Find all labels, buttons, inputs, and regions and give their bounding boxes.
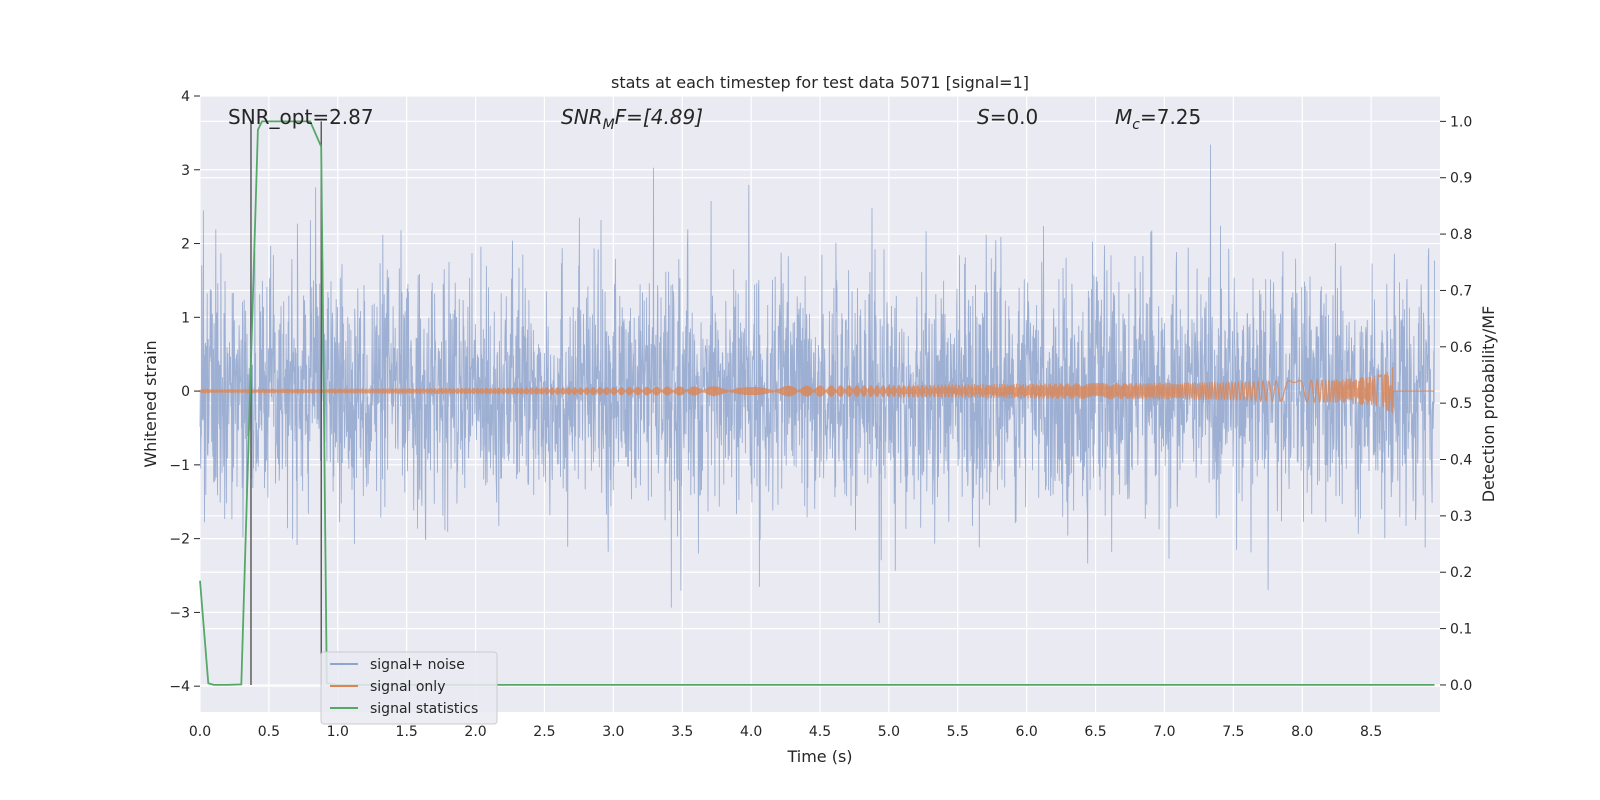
y-tick-label: 3 bbox=[181, 163, 190, 179]
y2-tick-label: 0.2 bbox=[1450, 565, 1472, 581]
y-tick-label: −4 bbox=[169, 679, 190, 695]
y2-tick-label: 0.5 bbox=[1450, 396, 1472, 412]
snr-mf-annotation: SNRMF=[4.89] bbox=[561, 105, 703, 133]
signal-plus-noise-line bbox=[199, 144, 1435, 624]
x-tick-label: 6.5 bbox=[1084, 724, 1106, 740]
y2-tick-label: 0.8 bbox=[1450, 227, 1472, 243]
x-axis-label: Time (s) bbox=[786, 747, 852, 766]
y2-tick-label: 0.9 bbox=[1450, 171, 1472, 187]
s-annotation: S=0.0 bbox=[977, 105, 1038, 129]
signal-plus-noise-series bbox=[199, 144, 1435, 624]
x-tick-label: 1.5 bbox=[396, 724, 418, 740]
snr-opt-annotation: SNR_opt=2.87 bbox=[228, 105, 374, 129]
x-tick-label: 2.5 bbox=[533, 724, 555, 740]
x-tick-label: 2.0 bbox=[464, 724, 486, 740]
y-tick-label: 2 bbox=[181, 237, 190, 253]
y2-tick-label: 0.1 bbox=[1450, 622, 1472, 638]
y-tick-label: 1 bbox=[181, 310, 190, 326]
right-axis-label: Detection probability/MF bbox=[1479, 306, 1498, 503]
y-axis-label: Whitened strain bbox=[141, 340, 160, 467]
legend: signal+ noise signal only signal statist… bbox=[320, 651, 498, 725]
y2-tick-label: 0.7 bbox=[1450, 283, 1472, 299]
legend-label-signal: signal only bbox=[370, 679, 445, 695]
y-tick-label: 4 bbox=[181, 89, 190, 105]
legend-label-statistics: signal statistics bbox=[370, 701, 478, 717]
y2-tick-label: 1.0 bbox=[1450, 114, 1472, 130]
x-tick-label: 6.0 bbox=[1016, 724, 1038, 740]
signal-statistics-series bbox=[199, 120, 1435, 686]
y2-tick-label: 0.3 bbox=[1450, 509, 1472, 525]
x-tick-label: 8.0 bbox=[1291, 724, 1313, 740]
y-tick-label: −1 bbox=[169, 458, 190, 474]
x-tick-label: 0.5 bbox=[258, 724, 280, 740]
y-tick-label: 0 bbox=[181, 384, 190, 400]
signal-only-series bbox=[199, 367, 1435, 415]
x-tick-label: 1.0 bbox=[327, 724, 349, 740]
mc-annotation: Mc=7.25 bbox=[1115, 105, 1201, 133]
legend-box bbox=[320, 651, 498, 725]
legend-label-noise: signal+ noise bbox=[370, 657, 465, 673]
x-tick-label: 5.0 bbox=[878, 724, 900, 740]
y2-tick-label: 0.6 bbox=[1450, 340, 1472, 356]
x-tick-label: 8.5 bbox=[1360, 724, 1382, 740]
y-tick-label: −2 bbox=[169, 532, 190, 548]
x-tick-label: 0.0 bbox=[189, 724, 211, 740]
x-tick-label: 4.5 bbox=[809, 724, 831, 740]
signal-statistics-line bbox=[199, 120, 1435, 686]
x-tick-label: 3.0 bbox=[602, 724, 624, 740]
x-tick-label: 5.5 bbox=[947, 724, 969, 740]
y-tick-label: −3 bbox=[169, 605, 190, 621]
signal-only-line bbox=[199, 367, 1435, 415]
y-axis-ticks: 4 3 2 1 0 −1 −2 −3 −4 bbox=[169, 89, 200, 695]
right-axis-ticks: 1.0 0.9 0.8 0.7 0.6 0.5 0.4 0.3 0.2 0.1 0.0 bbox=[1440, 114, 1472, 694]
y2-tick-label: 0.0 bbox=[1450, 678, 1472, 694]
y2-tick-label: 0.4 bbox=[1450, 453, 1472, 469]
x-tick-label: 3.5 bbox=[671, 724, 693, 740]
x-tick-label: 7.0 bbox=[1153, 724, 1175, 740]
x-tick-label: 4.0 bbox=[740, 724, 762, 740]
x-axis-ticks: 0.0 0.5 1.0 1.5 2.0 2.5 3.0 3.5 4.0 4.5 5.0 5.5 6.0 6… bbox=[189, 724, 1382, 740]
x-tick-label: 7.5 bbox=[1222, 724, 1244, 740]
chart-title: stats at each timestep for test data 507… bbox=[611, 73, 1029, 92]
